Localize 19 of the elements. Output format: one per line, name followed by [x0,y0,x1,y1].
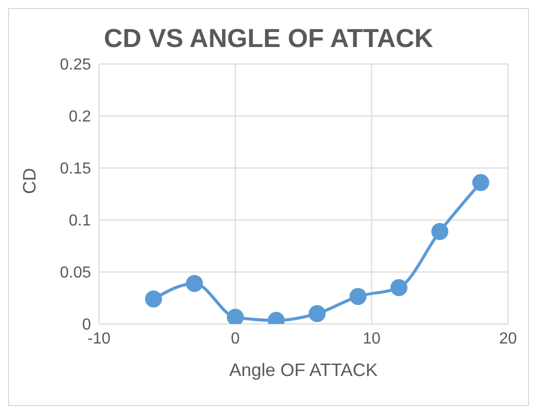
x-tick-label: 20 [499,330,517,348]
point [145,290,162,308]
y-tick-label: 0.05 [60,264,92,282]
x-axis-title: Angle OF ATTACK [229,360,378,380]
x-tick-label: 0 [230,330,240,348]
y-axis-title: CD [19,168,40,194]
point [431,222,448,240]
y-tick-label: 0.1 [68,212,92,230]
x-tick-label: 10 [362,330,381,348]
point [472,174,490,192]
point [308,305,326,322]
y-tick-label: 0.25 [60,56,92,74]
chart-title: CD VS ANGLE OF ATTACK [102,23,434,54]
y-tick-label: 0.15 [60,160,92,178]
point [226,308,244,324]
point [186,274,203,292]
point [350,288,367,305]
point [390,279,408,296]
y-tick-label: 0.2 [68,108,92,126]
